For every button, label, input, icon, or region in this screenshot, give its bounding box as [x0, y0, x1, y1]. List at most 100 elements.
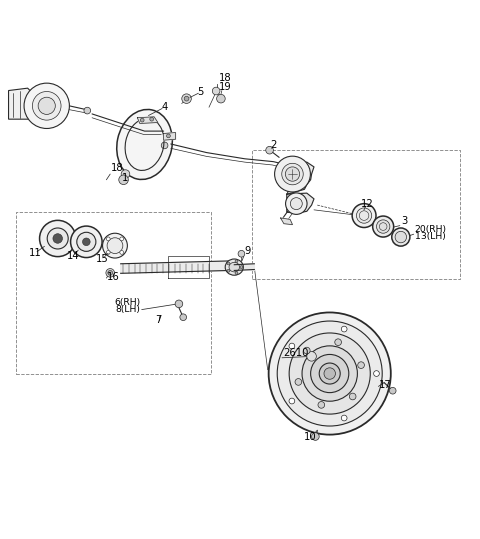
Circle shape [150, 118, 154, 121]
Circle shape [311, 355, 349, 392]
Polygon shape [281, 218, 292, 225]
Circle shape [341, 326, 347, 332]
Circle shape [307, 351, 316, 361]
Text: 4: 4 [161, 102, 168, 112]
Ellipse shape [117, 109, 172, 179]
Circle shape [269, 313, 391, 434]
Circle shape [303, 347, 310, 354]
Circle shape [119, 175, 128, 184]
Ellipse shape [282, 163, 303, 185]
Circle shape [289, 343, 295, 349]
Text: 1: 1 [121, 173, 128, 183]
Circle shape [235, 272, 238, 274]
Circle shape [289, 398, 295, 404]
Ellipse shape [372, 216, 394, 237]
Ellipse shape [24, 83, 70, 128]
Circle shape [238, 251, 245, 257]
Circle shape [47, 228, 68, 249]
Polygon shape [287, 193, 314, 213]
Circle shape [106, 237, 110, 241]
Circle shape [53, 234, 62, 243]
Polygon shape [234, 264, 254, 271]
Text: 7: 7 [156, 315, 162, 325]
Circle shape [235, 260, 238, 262]
Text: 9: 9 [245, 246, 251, 255]
Circle shape [341, 415, 347, 421]
Text: 5: 5 [198, 87, 204, 97]
Circle shape [106, 268, 115, 277]
Circle shape [108, 271, 113, 275]
Circle shape [161, 142, 168, 149]
Text: 13(LH): 13(LH) [415, 232, 445, 241]
Ellipse shape [229, 262, 240, 272]
Ellipse shape [107, 238, 123, 253]
Circle shape [167, 134, 170, 138]
Polygon shape [164, 133, 176, 140]
Circle shape [39, 220, 76, 257]
Circle shape [324, 368, 336, 379]
Circle shape [312, 433, 319, 440]
Circle shape [120, 251, 124, 254]
Circle shape [227, 270, 230, 272]
Text: 6(RH): 6(RH) [114, 298, 140, 307]
Circle shape [184, 96, 189, 101]
Circle shape [106, 251, 110, 254]
Circle shape [216, 94, 225, 103]
Circle shape [121, 170, 130, 178]
Text: 14: 14 [67, 251, 79, 261]
Circle shape [240, 266, 243, 268]
Polygon shape [9, 88, 37, 119]
Circle shape [373, 371, 379, 376]
Circle shape [358, 362, 364, 369]
Circle shape [71, 226, 102, 258]
Text: 3: 3 [401, 216, 408, 226]
Circle shape [212, 87, 220, 95]
Circle shape [175, 300, 183, 308]
Circle shape [318, 402, 324, 408]
Circle shape [83, 238, 90, 246]
Text: 2: 2 [270, 141, 276, 150]
Circle shape [266, 147, 274, 154]
Ellipse shape [103, 233, 127, 258]
Circle shape [319, 363, 340, 384]
Ellipse shape [395, 231, 407, 243]
Ellipse shape [352, 204, 376, 227]
Circle shape [120, 237, 124, 241]
Text: 8(LH): 8(LH) [115, 306, 140, 314]
Text: 18: 18 [218, 73, 231, 83]
Circle shape [389, 388, 396, 394]
Ellipse shape [290, 198, 302, 210]
Text: 10: 10 [304, 432, 316, 443]
Text: 17: 17 [379, 380, 392, 390]
Ellipse shape [275, 156, 311, 192]
Text: 11: 11 [28, 248, 41, 258]
Circle shape [302, 346, 358, 401]
Ellipse shape [392, 228, 410, 246]
Text: 18: 18 [111, 163, 124, 173]
Circle shape [285, 167, 300, 181]
Circle shape [77, 232, 96, 251]
Ellipse shape [286, 193, 307, 215]
Circle shape [227, 262, 230, 265]
Circle shape [38, 97, 55, 114]
Circle shape [289, 333, 370, 414]
Text: 19: 19 [218, 81, 231, 92]
Circle shape [349, 393, 356, 400]
Circle shape [140, 118, 144, 122]
Ellipse shape [225, 259, 243, 275]
Circle shape [84, 107, 91, 114]
Ellipse shape [357, 208, 372, 223]
Circle shape [180, 314, 187, 321]
Ellipse shape [33, 92, 61, 120]
Text: 20(RH): 20(RH) [415, 225, 447, 234]
Circle shape [182, 94, 192, 103]
Polygon shape [137, 117, 158, 123]
Polygon shape [288, 162, 314, 194]
Text: 2610: 2610 [283, 348, 308, 358]
Text: 15: 15 [96, 253, 109, 264]
Circle shape [335, 339, 341, 345]
Ellipse shape [376, 220, 390, 233]
Polygon shape [120, 261, 230, 273]
Text: 12: 12 [360, 199, 373, 209]
Circle shape [277, 321, 382, 426]
